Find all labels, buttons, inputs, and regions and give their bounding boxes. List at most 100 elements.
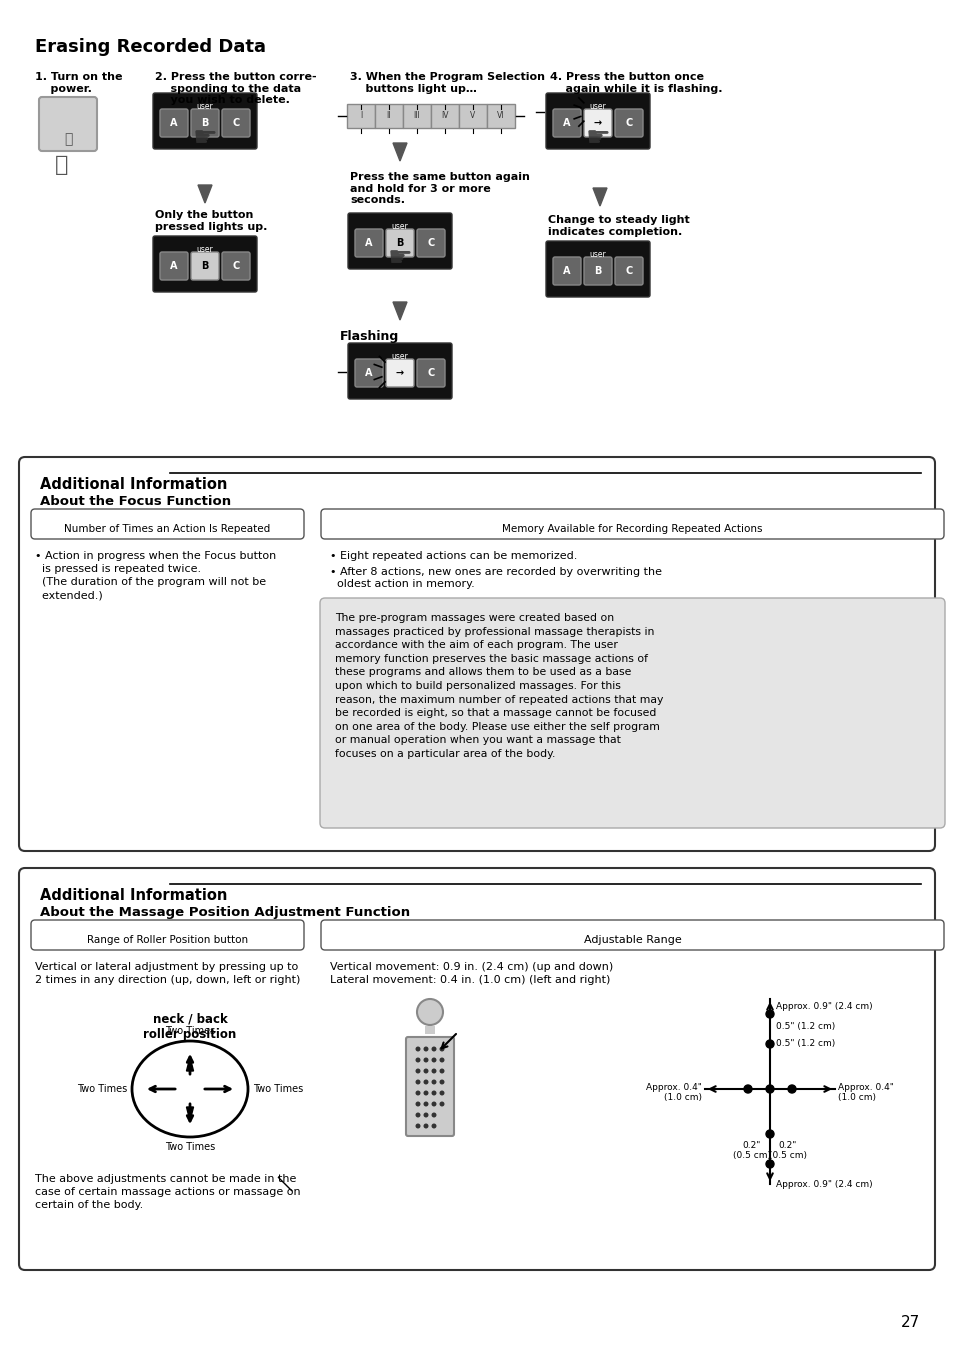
Text: user: user	[589, 103, 606, 111]
Text: user: user	[392, 352, 408, 362]
Text: Change to steady light
indicates completion.: Change to steady light indicates complet…	[547, 214, 689, 236]
FancyBboxPatch shape	[375, 104, 402, 128]
FancyBboxPatch shape	[19, 867, 934, 1269]
Text: ☛: ☛	[585, 124, 610, 152]
FancyBboxPatch shape	[553, 109, 580, 138]
Text: Two Times: Two Times	[76, 1085, 127, 1094]
Circle shape	[423, 1079, 428, 1085]
FancyBboxPatch shape	[458, 104, 486, 128]
Text: V: V	[470, 112, 476, 120]
Text: →: →	[395, 368, 404, 378]
Text: The above adjustments cannot be made in the
case of certain massage actions or m: The above adjustments cannot be made in …	[35, 1174, 300, 1210]
FancyBboxPatch shape	[386, 359, 414, 387]
FancyBboxPatch shape	[191, 109, 219, 138]
Text: B: B	[395, 237, 403, 248]
Circle shape	[416, 1047, 420, 1051]
Text: Two Times: Two Times	[253, 1085, 303, 1094]
FancyBboxPatch shape	[355, 229, 382, 258]
Text: 4. Press the button once
    again while it is flashing.: 4. Press the button once again while it …	[550, 71, 721, 93]
Circle shape	[431, 1068, 436, 1074]
Text: Adjustable Range: Adjustable Range	[583, 935, 680, 946]
Text: Two Times: Two Times	[165, 1143, 214, 1152]
Text: Press the same button again
and hold for 3 or more
seconds.: Press the same button again and hold for…	[350, 173, 529, 205]
Polygon shape	[198, 185, 212, 202]
Text: IV: IV	[441, 112, 448, 120]
Text: Only the button
pressed lights up.: Only the button pressed lights up.	[154, 210, 267, 232]
Circle shape	[423, 1058, 428, 1063]
FancyBboxPatch shape	[222, 109, 250, 138]
Text: Vertical or lateral adjustment by pressing up to
2 times in any direction (up, d: Vertical or lateral adjustment by pressi…	[35, 962, 300, 985]
Circle shape	[439, 1079, 444, 1085]
Text: C: C	[427, 368, 435, 378]
Text: 0.2"
(0.5 cm): 0.2" (0.5 cm)	[768, 1141, 806, 1160]
Circle shape	[416, 1124, 420, 1129]
Text: ☛: ☛	[193, 124, 217, 152]
Circle shape	[423, 1124, 428, 1129]
Circle shape	[416, 1079, 420, 1085]
FancyBboxPatch shape	[402, 104, 431, 128]
Text: • Eight repeated actions can be memorized.: • Eight repeated actions can be memorize…	[330, 550, 577, 561]
Text: user: user	[196, 246, 213, 254]
FancyBboxPatch shape	[319, 598, 944, 828]
FancyBboxPatch shape	[431, 104, 458, 128]
FancyBboxPatch shape	[416, 229, 444, 258]
Polygon shape	[393, 302, 407, 320]
Circle shape	[439, 1058, 444, 1063]
FancyBboxPatch shape	[553, 258, 580, 285]
Text: A: A	[170, 260, 177, 271]
Text: user: user	[392, 223, 408, 231]
Circle shape	[423, 1102, 428, 1106]
Text: 2. Press the button corre-
    sponding to the data
    you wish to delete.: 2. Press the button corre- sponding to t…	[154, 71, 316, 105]
Circle shape	[439, 1102, 444, 1106]
Circle shape	[423, 1047, 428, 1051]
FancyBboxPatch shape	[355, 359, 382, 387]
Circle shape	[416, 1068, 420, 1074]
FancyBboxPatch shape	[320, 920, 943, 950]
Polygon shape	[277, 1176, 292, 1191]
FancyBboxPatch shape	[583, 109, 612, 138]
FancyBboxPatch shape	[160, 109, 188, 138]
Circle shape	[431, 1047, 436, 1051]
Text: Erasing Recorded Data: Erasing Recorded Data	[35, 38, 266, 57]
Text: B: B	[201, 117, 209, 128]
FancyBboxPatch shape	[416, 359, 444, 387]
Text: C: C	[625, 117, 632, 128]
Text: I: I	[359, 112, 362, 120]
Text: Vertical movement: 0.9 in. (2.4 cm) (up and down)
Lateral movement: 0.4 in. (1.0: Vertical movement: 0.9 in. (2.4 cm) (up …	[330, 962, 613, 985]
FancyBboxPatch shape	[486, 104, 515, 128]
Text: neck / back
roller position: neck / back roller position	[143, 1012, 236, 1041]
Text: Additional Information: Additional Information	[40, 478, 227, 492]
Text: • After 8 actions, new ones are recorded by overwriting the
  oldest action in m: • After 8 actions, new ones are recorded…	[330, 567, 661, 588]
FancyBboxPatch shape	[545, 241, 649, 297]
Text: user: user	[196, 103, 213, 111]
Text: VI: VI	[497, 112, 504, 120]
Text: 0.5" (1.2 cm): 0.5" (1.2 cm)	[775, 1023, 835, 1031]
Text: Memory Available for Recording Repeated Actions: Memory Available for Recording Repeated …	[501, 523, 762, 534]
Text: 3. When the Program Selection
    buttons light up…: 3. When the Program Selection buttons li…	[350, 71, 544, 93]
FancyBboxPatch shape	[191, 252, 219, 281]
Circle shape	[431, 1113, 436, 1117]
Text: C: C	[233, 117, 239, 128]
Polygon shape	[593, 188, 606, 206]
FancyBboxPatch shape	[39, 97, 97, 151]
Circle shape	[787, 1085, 795, 1093]
Text: 0.2"
(0.5 cm): 0.2" (0.5 cm)	[732, 1141, 770, 1160]
Text: A: A	[365, 368, 373, 378]
Text: Number of Times an Action Is Repeated: Number of Times an Action Is Repeated	[64, 523, 271, 534]
Text: →: →	[594, 117, 601, 128]
Text: C: C	[233, 260, 239, 271]
Text: Flashing: Flashing	[340, 331, 399, 343]
FancyBboxPatch shape	[406, 1037, 454, 1136]
Circle shape	[423, 1068, 428, 1074]
Text: II: II	[386, 112, 391, 120]
Polygon shape	[393, 143, 407, 161]
Circle shape	[743, 1085, 751, 1093]
Circle shape	[431, 1090, 436, 1095]
Text: A: A	[562, 117, 570, 128]
Bar	[424, 1027, 435, 1033]
Text: Additional Information: Additional Information	[40, 888, 227, 902]
Text: C: C	[625, 266, 632, 277]
Text: Approx. 0.9" (2.4 cm): Approx. 0.9" (2.4 cm)	[775, 1180, 872, 1188]
Polygon shape	[186, 1108, 193, 1121]
Text: A: A	[170, 117, 177, 128]
